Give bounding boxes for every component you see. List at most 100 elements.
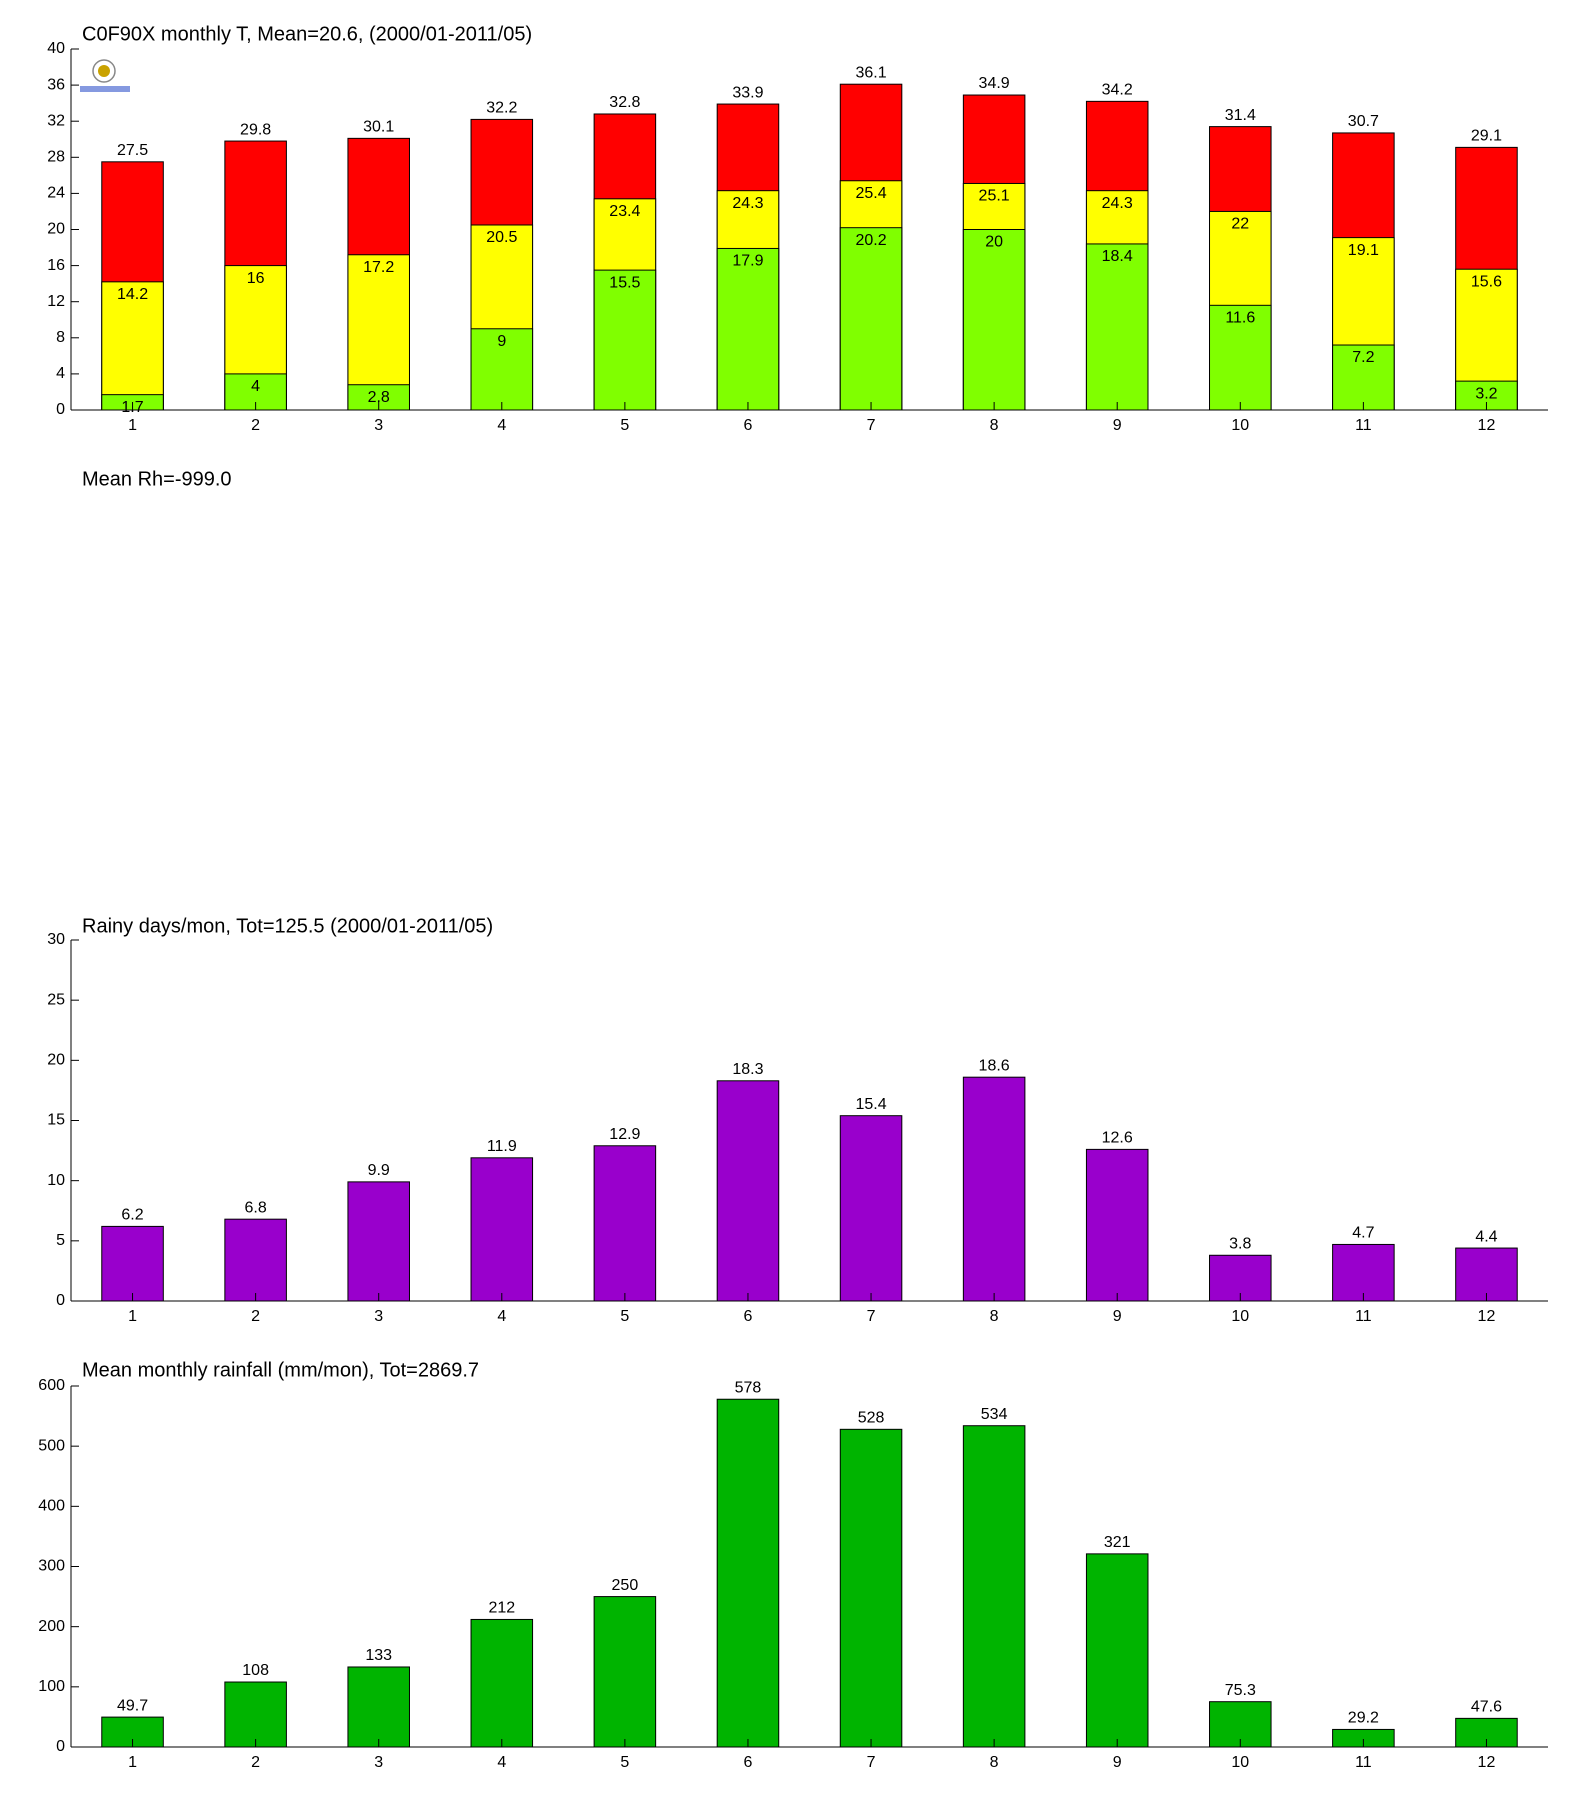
value-label: 19.1 xyxy=(1348,242,1379,259)
chart-title: C0F90X monthly T, Mean=20.6, (2000/01-20… xyxy=(82,23,532,45)
value-label: 108 xyxy=(242,1662,269,1679)
y-tick-label: 20 xyxy=(47,221,65,238)
x-tick-label: 10 xyxy=(1231,1754,1249,1771)
value-label: 30.7 xyxy=(1348,113,1379,130)
y-tick-label: 28 xyxy=(47,149,65,166)
x-tick-label: 4 xyxy=(497,417,506,434)
value-label: 20.2 xyxy=(855,232,886,249)
chart-title: Rainy days/mon, Tot=125.5 (2000/01-2011/… xyxy=(82,915,493,937)
value-label: 18.4 xyxy=(1102,248,1133,265)
value-label: 9.9 xyxy=(368,1162,390,1179)
y-tick-label: 25 xyxy=(47,991,65,1008)
value-label: 250 xyxy=(612,1577,639,1594)
x-tick-label: 3 xyxy=(374,1308,383,1325)
value-label: 6.2 xyxy=(121,1207,143,1224)
value-label: 4.4 xyxy=(1475,1228,1497,1245)
x-tick-label: 8 xyxy=(990,1308,999,1325)
x-tick-label: 4 xyxy=(497,1308,506,1325)
x-tick-label: 1 xyxy=(128,1308,137,1325)
value-label: 18.3 xyxy=(732,1061,763,1078)
x-tick-label: 6 xyxy=(744,1308,753,1325)
x-tick-label: 8 xyxy=(990,1754,999,1771)
y-tick-label: 32 xyxy=(47,112,65,129)
y-tick-label: 300 xyxy=(38,1558,65,1575)
bar xyxy=(347,254,410,411)
value-label: 7.2 xyxy=(1352,349,1374,366)
value-label: 24.3 xyxy=(732,195,763,212)
x-tick-label: 3 xyxy=(374,1754,383,1771)
x-tick-label: 5 xyxy=(620,1308,629,1325)
value-label: 528 xyxy=(858,1410,885,1427)
bar xyxy=(839,1428,903,1748)
bar xyxy=(716,247,780,411)
value-label: 12.9 xyxy=(609,1126,640,1143)
bar xyxy=(1085,1148,1149,1302)
value-label: 12.6 xyxy=(1102,1130,1133,1147)
y-tick-label: 24 xyxy=(47,185,65,202)
value-label: 20.5 xyxy=(486,229,517,246)
x-tick-label: 6 xyxy=(744,1754,753,1771)
chart-title: Mean Rh=-999.0 xyxy=(82,468,232,490)
bar xyxy=(962,1425,1026,1748)
value-label: 49.7 xyxy=(117,1697,148,1714)
y-tick-label: 12 xyxy=(47,293,65,310)
value-label: 534 xyxy=(981,1406,1008,1423)
value-label: 32.2 xyxy=(486,100,517,117)
x-tick-label: 8 xyxy=(990,417,999,434)
value-label: 31.4 xyxy=(1225,107,1256,124)
y-tick-label: 10 xyxy=(47,1172,65,1189)
value-label: 30.1 xyxy=(363,119,394,136)
bar xyxy=(101,1225,164,1302)
x-tick-label: 12 xyxy=(1478,1308,1496,1325)
y-tick-label: 600 xyxy=(38,1377,65,1394)
value-label: 29.8 xyxy=(240,121,271,138)
x-tick-label: 5 xyxy=(620,1754,629,1771)
x-tick-label: 2 xyxy=(251,1754,260,1771)
value-label: 14.2 xyxy=(117,286,148,303)
bar xyxy=(224,1218,287,1302)
x-tick-label: 1 xyxy=(128,1754,137,1771)
y-tick-label: 8 xyxy=(56,329,65,346)
value-label: 3.8 xyxy=(1229,1235,1251,1252)
bar xyxy=(716,1398,780,1748)
y-tick-label: 0 xyxy=(56,1292,65,1309)
bar xyxy=(1332,1243,1395,1302)
x-tick-label: 9 xyxy=(1113,417,1122,434)
x-tick-label: 11 xyxy=(1355,1308,1372,1325)
bar xyxy=(962,1076,1026,1302)
y-tick-label: 15 xyxy=(47,1112,65,1129)
y-tick-label: 36 xyxy=(47,76,65,93)
y-tick-label: 200 xyxy=(38,1618,65,1635)
value-label: 133 xyxy=(365,1647,392,1664)
value-label: 17.2 xyxy=(363,259,394,276)
x-tick-label: 1 xyxy=(128,417,137,434)
x-tick-label: 2 xyxy=(251,1308,260,1325)
y-tick-label: 0 xyxy=(56,1738,65,1755)
value-label: 3.2 xyxy=(1475,385,1497,402)
bar xyxy=(593,269,657,411)
value-label: 47.6 xyxy=(1471,1699,1502,1716)
bar xyxy=(347,1181,410,1302)
x-tick-label: 12 xyxy=(1478,417,1496,434)
y-tick-label: 100 xyxy=(38,1678,65,1695)
value-label: 17.9 xyxy=(732,253,763,270)
x-tick-label: 12 xyxy=(1478,1754,1496,1771)
value-label: 32.8 xyxy=(609,94,640,111)
value-label: 4 xyxy=(251,378,260,395)
value-label: 23.4 xyxy=(609,203,640,220)
y-tick-label: 0 xyxy=(56,401,65,418)
bar xyxy=(1085,243,1149,411)
x-tick-label: 7 xyxy=(867,1308,876,1325)
bar xyxy=(962,229,1026,411)
value-label: 11.9 xyxy=(487,1138,517,1155)
value-label: 22 xyxy=(1231,216,1249,233)
value-label: 29.2 xyxy=(1348,1710,1379,1727)
value-label: 34.2 xyxy=(1102,82,1133,99)
value-label: 6.8 xyxy=(245,1199,267,1216)
value-label: 15.5 xyxy=(609,274,640,291)
value-label: 212 xyxy=(488,1600,515,1617)
value-label: 27.5 xyxy=(117,142,148,159)
x-tick-label: 7 xyxy=(867,417,876,434)
bar xyxy=(470,1618,534,1748)
value-label: 75.3 xyxy=(1225,1682,1256,1699)
